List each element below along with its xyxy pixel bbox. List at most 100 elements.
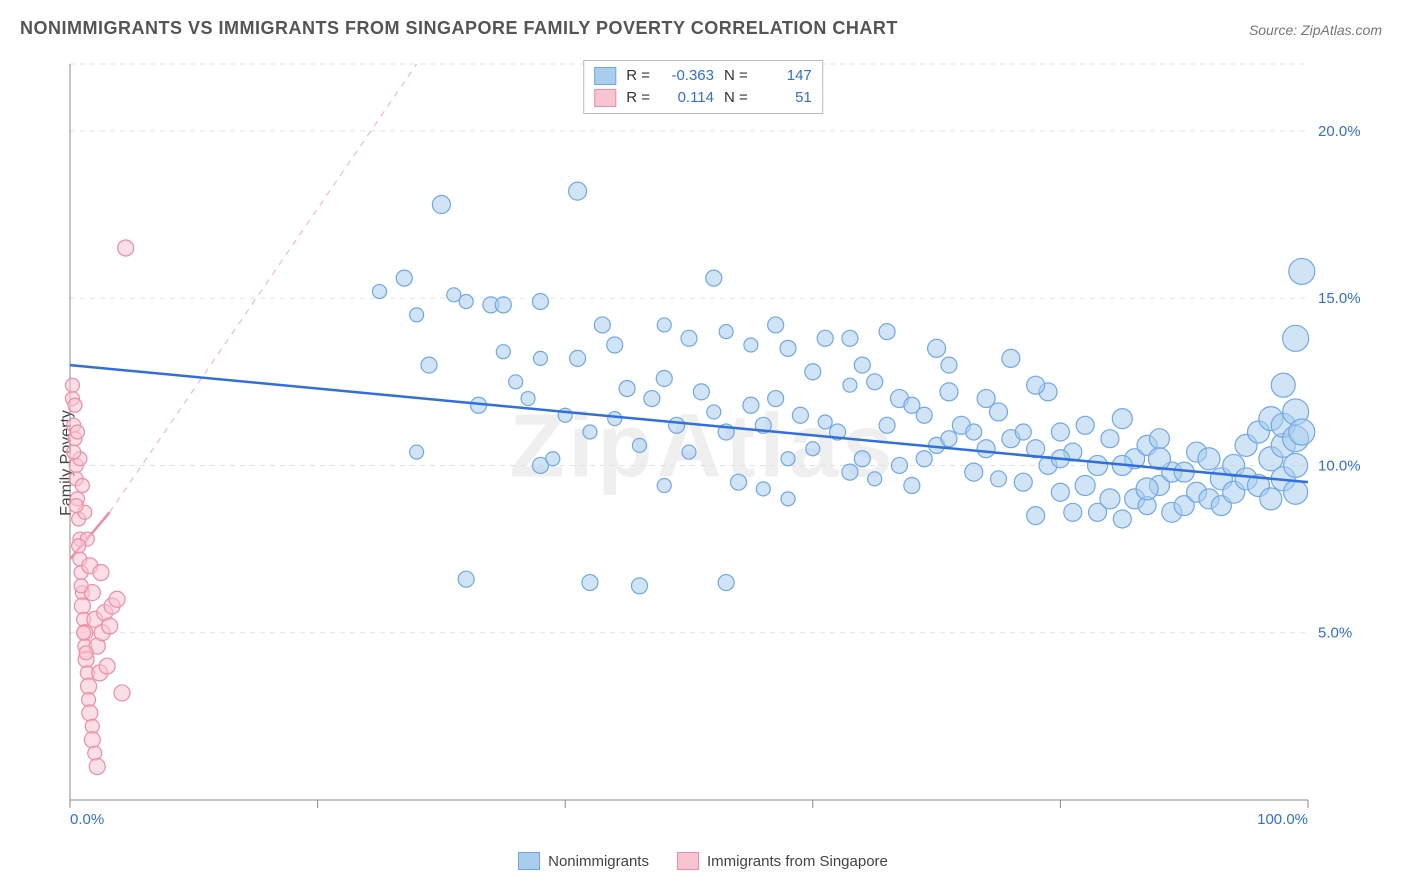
n-value: 147: [758, 65, 812, 87]
data-point: [1051, 423, 1069, 441]
chart-container: Family Poverty ZipAtlas 5.0%10.0%15.0%20…: [18, 56, 1388, 870]
data-point: [608, 412, 622, 426]
data-point: [818, 415, 832, 429]
data-point: [1100, 489, 1120, 509]
data-point: [458, 571, 474, 587]
data-point: [1136, 478, 1158, 500]
data-point: [546, 452, 560, 466]
data-point: [88, 746, 102, 760]
data-point: [1198, 448, 1220, 470]
data-point: [916, 407, 932, 423]
data-point: [965, 463, 983, 481]
data-point: [781, 492, 795, 506]
data-point: [109, 591, 125, 607]
r-value: -0.363: [660, 65, 714, 87]
y-tick-label: 5.0%: [1318, 625, 1352, 642]
data-point: [607, 337, 623, 353]
data-point: [569, 182, 587, 200]
data-point: [1284, 453, 1308, 477]
data-point: [707, 405, 721, 419]
y-tick-label: 10.0%: [1318, 457, 1361, 474]
data-point: [1283, 325, 1309, 351]
r-label: R =: [626, 87, 650, 109]
data-point: [891, 457, 907, 473]
legend-item: Nonimmigrants: [518, 852, 649, 870]
data-point: [396, 270, 412, 286]
data-point: [81, 678, 97, 694]
data-point: [1101, 430, 1119, 448]
data-point: [583, 425, 597, 439]
data-point: [74, 579, 88, 593]
data-point: [805, 364, 821, 380]
data-point: [1064, 503, 1082, 521]
data-point: [1289, 419, 1315, 445]
data-point: [410, 308, 424, 322]
data-point: [706, 270, 722, 286]
data-point: [594, 317, 610, 333]
legend-swatch: [677, 852, 699, 870]
data-point: [842, 330, 858, 346]
y-tick-label: 15.0%: [1318, 290, 1361, 307]
r-label: R =: [626, 65, 650, 87]
data-point: [1289, 258, 1315, 284]
data-point: [843, 378, 857, 392]
data-point: [432, 196, 450, 214]
data-point: [743, 397, 759, 413]
data-point: [916, 451, 932, 467]
data-point: [459, 295, 473, 309]
data-point: [1002, 349, 1020, 367]
data-point: [1260, 488, 1282, 510]
stat-row: R = 0.114 N = 51: [594, 87, 812, 109]
legend-label: Immigrants from Singapore: [707, 853, 888, 870]
data-point: [941, 357, 957, 373]
legend-swatch: [518, 852, 540, 870]
legend-label: Nonimmigrants: [548, 853, 649, 870]
data-point: [657, 318, 671, 332]
data-point: [1284, 480, 1308, 504]
correlation-stats-box: R = -0.363 N = 147 R = 0.114 N = 51: [583, 60, 823, 114]
r-value: 0.114: [660, 87, 714, 109]
data-point: [1076, 416, 1094, 434]
data-point: [731, 474, 747, 490]
data-point: [89, 759, 105, 775]
data-point: [657, 479, 671, 493]
data-point: [854, 451, 870, 467]
data-point: [70, 425, 84, 439]
data-point: [977, 390, 995, 408]
data-point: [1112, 409, 1132, 429]
data-point: [533, 351, 547, 365]
data-point: [1051, 483, 1069, 501]
data-point: [756, 482, 770, 496]
data-point: [669, 417, 685, 433]
data-point: [928, 339, 946, 357]
data-point: [966, 424, 982, 440]
stat-row: R = -0.363 N = 147: [594, 65, 812, 87]
y-tick-label: 20.0%: [1318, 123, 1361, 140]
data-point: [373, 284, 387, 298]
data-point: [1113, 510, 1131, 528]
data-point: [854, 357, 870, 373]
data-point: [114, 685, 130, 701]
data-point: [868, 472, 882, 486]
data-point: [977, 440, 995, 458]
data-point: [74, 598, 90, 614]
data-point: [496, 345, 510, 359]
scatter-plot: 5.0%10.0%15.0%20.0%0.0%100.0%: [58, 56, 1378, 836]
data-point: [1088, 455, 1108, 475]
legend-bottom: Nonimmigrants Immigrants from Singapore: [18, 852, 1388, 870]
data-point: [532, 294, 548, 310]
data-point: [817, 330, 833, 346]
source-label: Source: ZipAtlas.com: [1249, 22, 1382, 38]
data-point: [780, 340, 796, 356]
data-point: [768, 317, 784, 333]
data-point: [806, 442, 820, 456]
x-tick-start: 0.0%: [70, 811, 104, 828]
data-point: [102, 618, 118, 634]
data-point: [77, 626, 91, 640]
data-point: [682, 445, 696, 459]
data-point: [1027, 507, 1045, 525]
data-point: [940, 383, 958, 401]
data-point: [99, 658, 115, 674]
data-point: [744, 338, 758, 352]
data-point: [521, 392, 535, 406]
